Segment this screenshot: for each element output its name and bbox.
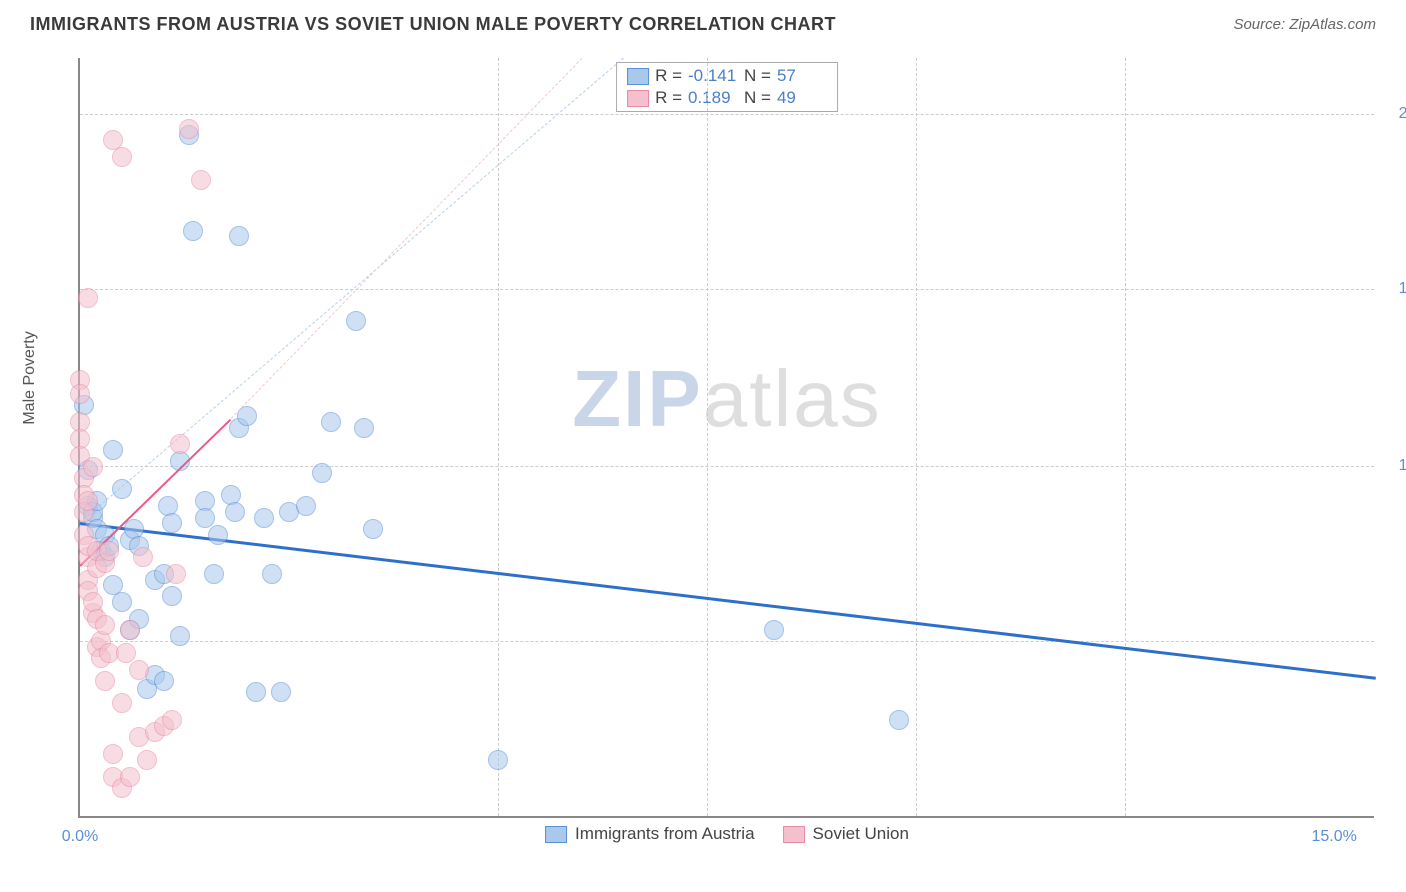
watermark-zip: ZIP [572,354,702,443]
y-tick-label: 6.3% [1384,632,1406,650]
legend-label: Immigrants from Austria [575,824,755,844]
stat-r-value: -0.141 [688,66,738,86]
gridline-v [916,58,917,816]
data-point [225,502,245,522]
correlation-stats-box: R = -0.141 N = 57 R = 0.189 N = 49 [616,62,838,112]
legend-item: Soviet Union [783,824,909,844]
legend-bottom: Immigrants from Austria Soviet Union [545,824,909,844]
chart-title: IMMIGRANTS FROM AUSTRIA VS SOVIET UNION … [30,14,836,35]
data-point [112,592,132,612]
trend-line [80,522,1376,679]
stat-n-label: N = [744,66,771,86]
data-point [208,525,228,545]
data-point [346,311,366,331]
data-point [137,750,157,770]
data-point [95,615,115,635]
data-point [120,620,140,640]
data-point [246,682,266,702]
gridline-v [1125,58,1126,816]
stat-r-value: 0.189 [688,88,738,108]
stat-n-value: 49 [777,88,827,108]
data-point [363,519,383,539]
gridline-h [80,641,1374,642]
legend-swatch [545,826,567,843]
data-point [162,513,182,533]
data-point [179,119,199,139]
legend-item: Immigrants from Austria [545,824,755,844]
data-point [312,463,332,483]
data-point [112,147,132,167]
data-point [321,412,341,432]
trend-dash [230,58,582,419]
plot-area: ZIPatlas R = -0.141 N = 57 R = 0.189 N =… [78,58,1374,818]
watermark: ZIPatlas [572,353,881,445]
data-point [162,586,182,606]
data-point [488,750,508,770]
gridline-h [80,289,1374,290]
data-point [70,384,90,404]
stat-r-label: R = [655,88,682,108]
stat-n-value: 57 [777,66,827,86]
data-point [262,564,282,584]
data-point [271,682,291,702]
y-axis-title: Male Poverty [21,331,39,424]
chart-container: Male Poverty ZIPatlas R = -0.141 N = 57 … [50,58,1374,848]
chart-header: IMMIGRANTS FROM AUSTRIA VS SOVIET UNION … [0,0,1406,45]
data-point [183,221,203,241]
data-point [354,418,374,438]
data-point [112,693,132,713]
data-point [170,626,190,646]
y-tick-label: 18.8% [1384,280,1406,298]
data-point [229,226,249,246]
data-point [889,710,909,730]
data-point [170,434,190,454]
y-tick-label: 25.0% [1384,105,1406,123]
data-point [95,671,115,691]
watermark-atlas: atlas [703,354,882,443]
data-point [764,620,784,640]
trend-dash [80,58,624,523]
data-point [191,170,211,190]
data-point [154,671,174,691]
stat-r-label: R = [655,66,682,86]
data-point [103,440,123,460]
gridline-h [80,466,1374,467]
data-point [99,541,119,561]
data-point [162,710,182,730]
data-point [166,564,186,584]
data-point [204,564,224,584]
legend-swatch [783,826,805,843]
gridline-h [80,114,1374,115]
data-point [103,744,123,764]
stats-row: R = -0.141 N = 57 [627,65,827,87]
data-point [83,457,103,477]
x-tick-label: 0.0% [62,828,98,846]
data-point [254,508,274,528]
data-point [112,479,132,499]
gridline-v [498,58,499,816]
x-tick-label: 15.0% [1312,828,1357,846]
stats-row: R = 0.189 N = 49 [627,87,827,109]
y-tick-label: 12.5% [1384,457,1406,475]
stat-n-label: N = [744,88,771,108]
data-point [296,496,316,516]
data-point [120,767,140,787]
legend-swatch [627,90,649,107]
gridline-v [707,58,708,816]
data-point [133,547,153,567]
data-point [78,288,98,308]
data-point [78,491,98,511]
data-point [129,660,149,680]
legend-swatch [627,68,649,85]
chart-source: Source: ZipAtlas.com [1233,16,1376,33]
legend-label: Soviet Union [813,824,909,844]
